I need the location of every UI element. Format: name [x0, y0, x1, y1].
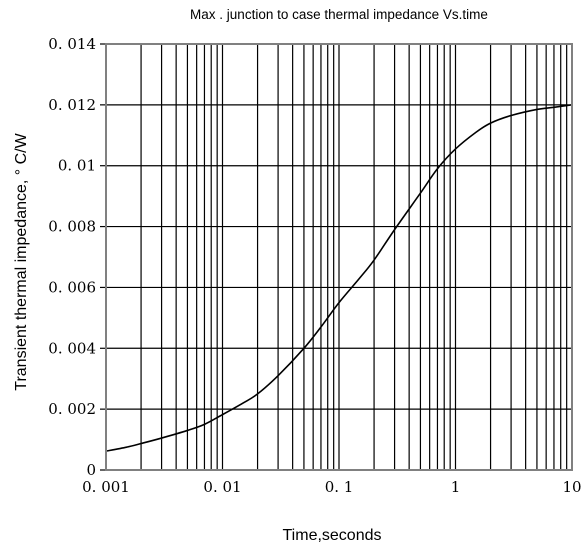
x-tick-label: 0. 1	[325, 478, 354, 496]
y-tick-label: 0. 008	[48, 218, 96, 236]
y-tick-label: 0. 012	[48, 96, 96, 114]
y-tick-label: 0. 004	[48, 339, 96, 357]
series-line	[105, 104, 573, 452]
grid-lines	[100, 43, 572, 471]
x-axis-label: Time,seconds	[283, 527, 382, 544]
x-tick-label: 0. 001	[82, 478, 130, 496]
y-tick-label: 0	[86, 461, 96, 479]
plot-frame	[105, 43, 573, 471]
x-tick-label: 1	[451, 478, 461, 496]
y-tick-label: 0. 014	[48, 35, 96, 53]
chart-title: Max . junction to case thermal impedance…	[190, 7, 488, 22]
y-tick-label: 0. 002	[48, 400, 96, 418]
y-axis-label: Transient thermal impedance, ° C/W	[13, 132, 30, 390]
y-tick-label: 0. 01	[58, 157, 96, 175]
x-tick-label: 0. 01	[203, 478, 241, 496]
series-layer	[105, 104, 573, 452]
x-tick-label: 10	[562, 478, 581, 496]
x-tick-labels: 0. 001 0. 01 0. 1 1 10	[82, 478, 581, 496]
y-tick-labels: 0 0. 002 0. 004 0. 006 0. 008 0. 01 0. 012 0. 0…	[48, 35, 96, 479]
y-tick-label: 0. 006	[48, 278, 96, 296]
